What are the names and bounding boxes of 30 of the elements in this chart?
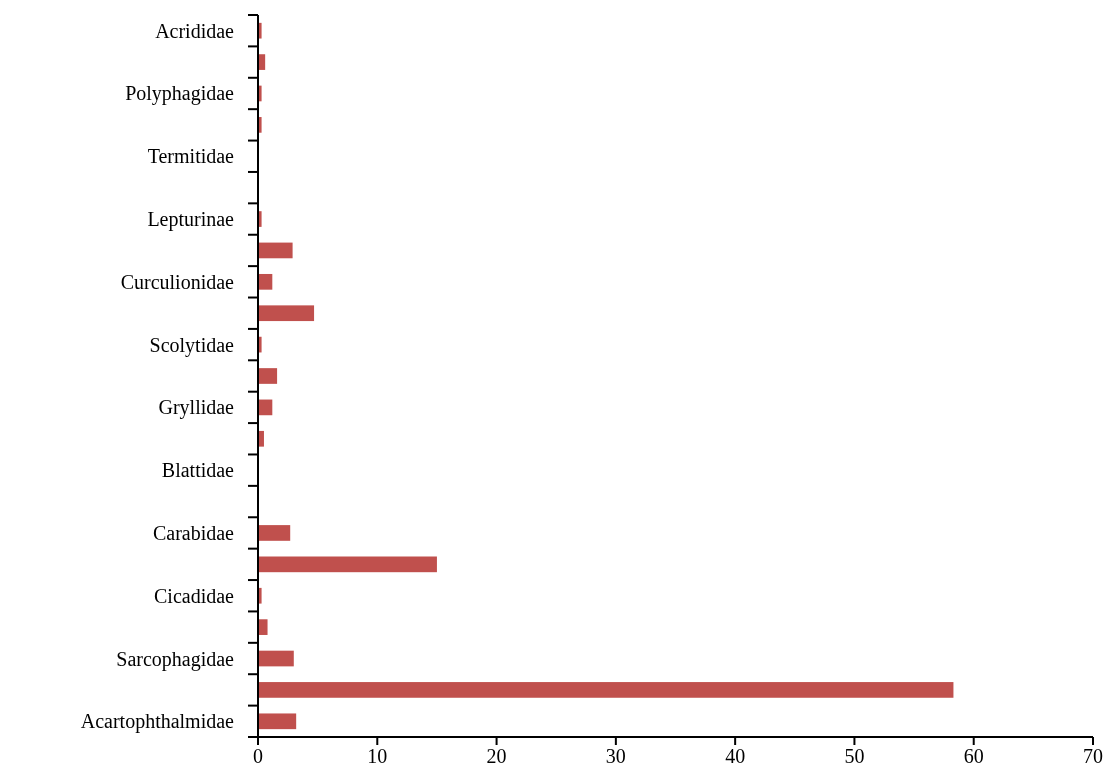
bar [258, 713, 297, 730]
bar [258, 368, 278, 384]
bar [258, 556, 437, 573]
bar [258, 242, 293, 259]
x-tick-label: 10 [367, 745, 388, 767]
y-tick-label: Blattidae [161, 459, 235, 482]
y-tick-label: Sarcophagidae [116, 647, 235, 671]
y-tick-label: Acrididae [155, 19, 235, 42]
bar [258, 273, 273, 290]
x-tick-label: 40 [725, 745, 746, 767]
bar [258, 619, 268, 635]
y-tick-label: Cicadidae [154, 584, 235, 607]
bar [258, 305, 315, 322]
bar [258, 650, 294, 667]
x-tick-label: 30 [605, 745, 626, 767]
y-tick-label: Scolytidae [149, 333, 235, 357]
y-tick-label: Curculionidae [120, 270, 235, 293]
x-tick-label: 60 [963, 745, 984, 767]
bar [258, 682, 954, 698]
y-tick-label: Gryllidae [158, 396, 235, 420]
y-tick-label: Acartophthalmidae [80, 710, 235, 734]
y-tick-label: Lepturinae [147, 208, 235, 232]
y-tick-label: Polyphagidae [125, 82, 235, 106]
y-tick-label: Termitidae [147, 145, 235, 168]
y-tick-label: Carabidae [152, 521, 235, 544]
x-tick-label: 50 [844, 745, 865, 767]
x-tick-label: 0 [253, 745, 263, 767]
bar [258, 525, 291, 541]
x-tick-label: 70 [1083, 745, 1103, 767]
x-tick-label: 20 [486, 745, 507, 767]
